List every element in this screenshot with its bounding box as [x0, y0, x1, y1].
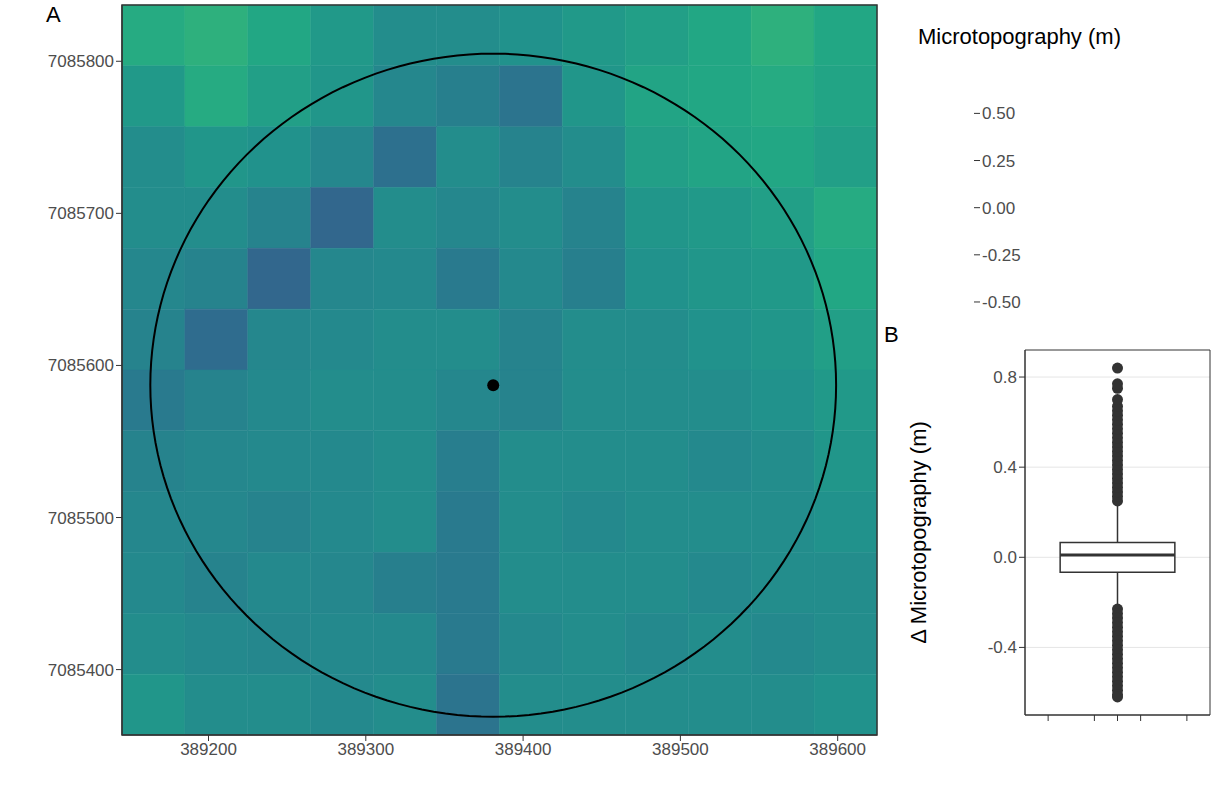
- svg-text:0.0: 0.0: [993, 548, 1017, 567]
- svg-text:-0.4: -0.4: [988, 638, 1017, 657]
- svg-text:7085500: 7085500: [48, 509, 114, 528]
- svg-text:0.8: 0.8: [993, 368, 1017, 387]
- svg-text:0.4: 0.4: [993, 458, 1017, 477]
- svg-text:7085700: 7085700: [48, 204, 114, 223]
- svg-text:0.50: 0.50: [982, 104, 1015, 123]
- svg-text:-0.50: -0.50: [982, 293, 1021, 312]
- svg-text:389500: 389500: [652, 740, 709, 759]
- svg-text:0.25: 0.25: [982, 152, 1015, 171]
- svg-text:389400: 389400: [495, 740, 552, 759]
- svg-text:389300: 389300: [337, 740, 394, 759]
- svg-text:Δ Microtopography (m): Δ Microtopography (m): [906, 421, 931, 644]
- html-text:Microtopography (m): Microtopography (m): [918, 24, 1121, 49]
- svg-text:7085400: 7085400: [48, 661, 114, 680]
- svg-text:389600: 389600: [809, 740, 866, 759]
- html-text:B: B: [884, 322, 899, 347]
- svg-text:0.00: 0.00: [982, 199, 1015, 218]
- svg-text:389200: 389200: [180, 740, 237, 759]
- html-text:A: A: [46, 2, 61, 27]
- svg-text:7085600: 7085600: [48, 356, 114, 375]
- svg-text:-0.25: -0.25: [982, 246, 1021, 265]
- svg-text:7085800: 7085800: [48, 52, 114, 71]
